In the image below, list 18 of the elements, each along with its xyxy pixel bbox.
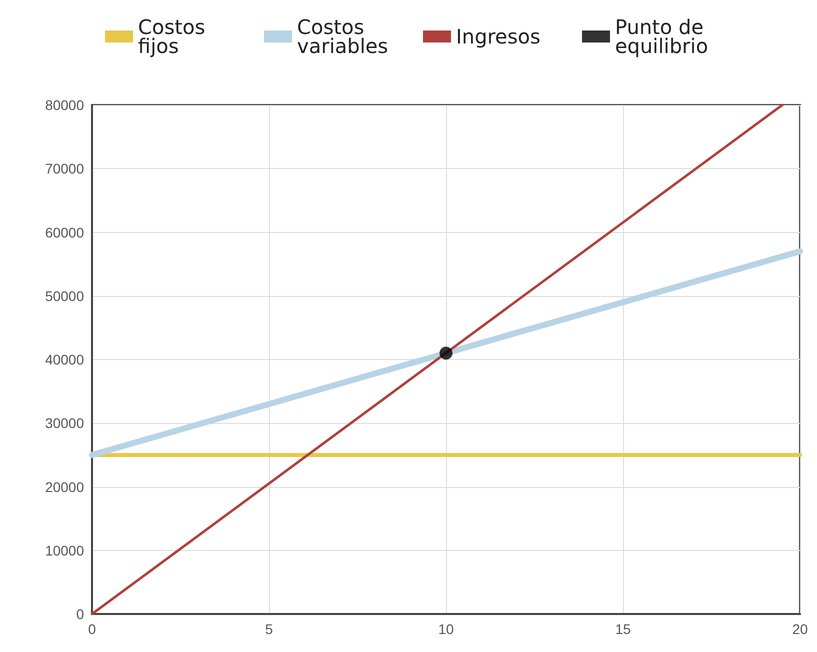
x-tick-label: 0 xyxy=(88,621,96,637)
x-tick-label: 5 xyxy=(265,621,274,637)
y-tick-label: 30000 xyxy=(45,415,84,432)
legend-label: Punto de equilibrio xyxy=(615,15,710,58)
x-tick-label: 15 xyxy=(615,621,631,637)
legend-label: Costos variables xyxy=(297,15,388,58)
y-tick-label: 40000 xyxy=(45,352,84,368)
y-tick-label: 10000 xyxy=(45,542,84,558)
legend-label: Costos fijos xyxy=(138,15,212,58)
y-tick-label: 0 xyxy=(76,606,84,622)
y-tick-label: 70000 xyxy=(45,160,84,177)
y-tick-label: 50000 xyxy=(45,288,84,304)
y-tick-label: 80000 xyxy=(45,97,84,113)
legend-label: Ingresos xyxy=(456,24,540,48)
y-tick-label: 20000 xyxy=(45,478,84,495)
y-tick-label: 60000 xyxy=(45,224,84,240)
x-tick-label: 20 xyxy=(792,621,808,637)
x-tick-label: 10 xyxy=(438,621,454,637)
